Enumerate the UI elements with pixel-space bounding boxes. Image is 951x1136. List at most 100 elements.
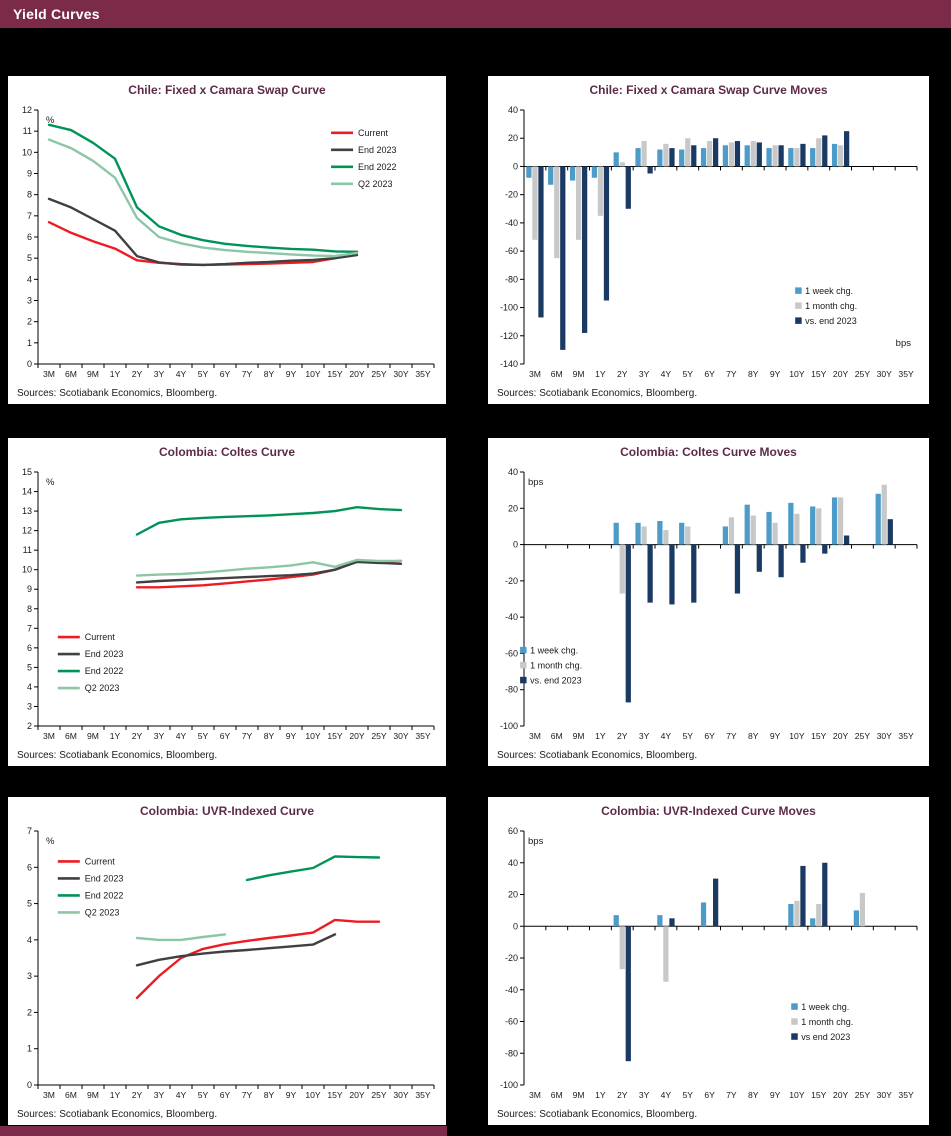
svg-text:2Y: 2Y — [617, 731, 628, 741]
svg-text:25Y: 25Y — [371, 369, 387, 379]
svg-text:12: 12 — [22, 105, 32, 115]
svg-text:bps: bps — [528, 836, 544, 847]
svg-text:2Y: 2Y — [617, 1090, 628, 1100]
svg-text:2Y: 2Y — [617, 369, 628, 379]
svg-text:30Y: 30Y — [393, 1090, 409, 1100]
svg-text:35Y: 35Y — [415, 731, 431, 741]
svg-text:3Y: 3Y — [154, 1090, 165, 1100]
svg-text:5: 5 — [27, 253, 32, 263]
svg-text:Current: Current — [85, 632, 116, 642]
svg-text:9Y: 9Y — [286, 731, 297, 741]
svg-text:7Y: 7Y — [726, 731, 737, 741]
svg-text:1 month chg.: 1 month chg. — [805, 301, 857, 311]
svg-text:Q2 2023: Q2 2023 — [85, 683, 120, 693]
svg-text:6M: 6M — [65, 369, 77, 379]
svg-text:-100: -100 — [500, 721, 518, 731]
svg-text:1: 1 — [27, 338, 32, 348]
chart-card-colombia-coltes-curve: Colombia: Coltes Curve 2 3 4 5 6 7 8 9 10 11 12 13 1… — [7, 437, 447, 767]
svg-text:30Y: 30Y — [877, 731, 893, 741]
svg-text:9M: 9M — [573, 1090, 585, 1100]
svg-text:1Y: 1Y — [595, 1090, 606, 1100]
svg-text:7: 7 — [27, 623, 32, 633]
svg-text:35Y: 35Y — [898, 369, 914, 379]
svg-text:2: 2 — [27, 721, 32, 731]
svg-text:1 week chg.: 1 week chg. — [530, 645, 578, 655]
svg-text:End 2022: End 2022 — [85, 666, 124, 676]
svg-text:2: 2 — [27, 317, 32, 327]
svg-text:2Y: 2Y — [132, 1090, 143, 1100]
svg-text:13: 13 — [22, 506, 32, 516]
svg-text:20: 20 — [508, 503, 518, 513]
svg-text:-80: -80 — [505, 685, 518, 695]
svg-text:8Y: 8Y — [748, 369, 759, 379]
svg-text:9M: 9M — [87, 1090, 99, 1100]
svg-text:1Y: 1Y — [595, 369, 606, 379]
svg-text:0: 0 — [27, 1080, 32, 1090]
page-title: Yield Curves — [13, 6, 100, 22]
svg-text:-20: -20 — [505, 576, 518, 586]
svg-text:-40: -40 — [505, 985, 518, 995]
chart-card-chile-swap-moves: Chile: Fixed x Camara Swap Curve Moves -… — [487, 75, 930, 405]
svg-text:-100: -100 — [500, 303, 518, 313]
svg-text:-40: -40 — [505, 218, 518, 228]
chile-swap-curve-plot: 0 1 2 3 4 5 6 7 8 9 10 11 12 3M 6M 9M 1Y 2Y 3Y 4Y 5Y 6Y 7Y 8Y 9Y… — [8, 100, 446, 388]
svg-text:-80: -80 — [505, 274, 518, 284]
svg-text:10Y: 10Y — [305, 731, 321, 741]
svg-text:7Y: 7Y — [242, 1090, 253, 1100]
svg-text:35Y: 35Y — [415, 1090, 431, 1100]
svg-text:Current: Current — [358, 128, 389, 138]
svg-text:15Y: 15Y — [811, 1090, 827, 1100]
chart-card-colombia-uvr-curve: Colombia: UVR-Indexed Curve 0 1 2 3 4 5 6 7 3M 6M… — [7, 796, 447, 1126]
chart-title: Chile: Fixed x Camara Swap Curve Moves — [589, 83, 828, 97]
svg-text:10: 10 — [22, 147, 32, 157]
bar-chart-svg: -140 -120 -100 -80 -60 -40 -20 0 20 40 3M 6M 9M 1Y 2Y 3… — [500, 105, 918, 379]
svg-text:5Y: 5Y — [198, 369, 209, 379]
svg-text:30Y: 30Y — [393, 369, 409, 379]
chile-swap-moves-plot: -140 -120 -100 -80 -60 -40 -20 0 20 40 3M 6M 9M 1Y 2Y 3… — [488, 100, 929, 388]
svg-text:9M: 9M — [87, 369, 99, 379]
svg-text:3M: 3M — [43, 1090, 55, 1100]
svg-text:8: 8 — [27, 190, 32, 200]
svg-text:8Y: 8Y — [748, 1090, 759, 1100]
svg-text:6M: 6M — [551, 1090, 563, 1100]
svg-text:6M: 6M — [65, 731, 77, 741]
svg-text:20Y: 20Y — [349, 369, 365, 379]
svg-text:-40: -40 — [505, 612, 518, 622]
svg-text:20: 20 — [508, 133, 518, 143]
svg-text:25Y: 25Y — [855, 369, 871, 379]
svg-text:12: 12 — [22, 526, 32, 536]
svg-text:20Y: 20Y — [833, 731, 849, 741]
svg-text:15Y: 15Y — [327, 1090, 343, 1100]
svg-text:15Y: 15Y — [811, 731, 827, 741]
svg-text:15: 15 — [22, 467, 32, 477]
svg-text:6Y: 6Y — [220, 1090, 231, 1100]
line-chart-svg: 0 1 2 3 4 5 6 7 3M 6M 9M 1Y 2Y 3Y 4Y 5Y 6Y 7Y 8Y 9Y 10Y 15Y 20… — [27, 826, 435, 1100]
svg-text:6M: 6M — [551, 731, 563, 741]
svg-text:8Y: 8Y — [748, 731, 759, 741]
svg-text:3Y: 3Y — [154, 369, 165, 379]
svg-text:10Y: 10Y — [789, 731, 805, 741]
svg-text:6Y: 6Y — [220, 731, 231, 741]
svg-text:2Y: 2Y — [132, 731, 143, 741]
chart-source: Sources: Scotiabank Economics, Bloomberg… — [17, 750, 218, 761]
svg-text:9Y: 9Y — [286, 369, 297, 379]
svg-text:9Y: 9Y — [286, 1090, 297, 1100]
svg-text:5Y: 5Y — [682, 1090, 693, 1100]
svg-text:40: 40 — [508, 105, 518, 115]
chart-title: Colombia: Coltes Curve Moves — [620, 445, 797, 459]
svg-text:5: 5 — [27, 662, 32, 672]
svg-text:9M: 9M — [87, 731, 99, 741]
svg-text:6: 6 — [27, 232, 32, 242]
chart-source: Sources: Scotiabank Economics, Bloomberg… — [497, 750, 698, 761]
svg-text:-140: -140 — [500, 359, 518, 369]
svg-text:40: 40 — [508, 858, 518, 868]
svg-text:-20: -20 — [505, 190, 518, 200]
chart-title: Chile: Fixed x Camara Swap Curve — [128, 83, 326, 97]
svg-text:3M: 3M — [529, 731, 541, 741]
svg-text:3: 3 — [27, 971, 32, 981]
svg-text:1 week chg.: 1 week chg. — [801, 1002, 849, 1012]
svg-text:6Y: 6Y — [704, 731, 715, 741]
svg-text:4: 4 — [27, 274, 32, 284]
svg-text:3Y: 3Y — [639, 731, 650, 741]
svg-text:7Y: 7Y — [726, 369, 737, 379]
